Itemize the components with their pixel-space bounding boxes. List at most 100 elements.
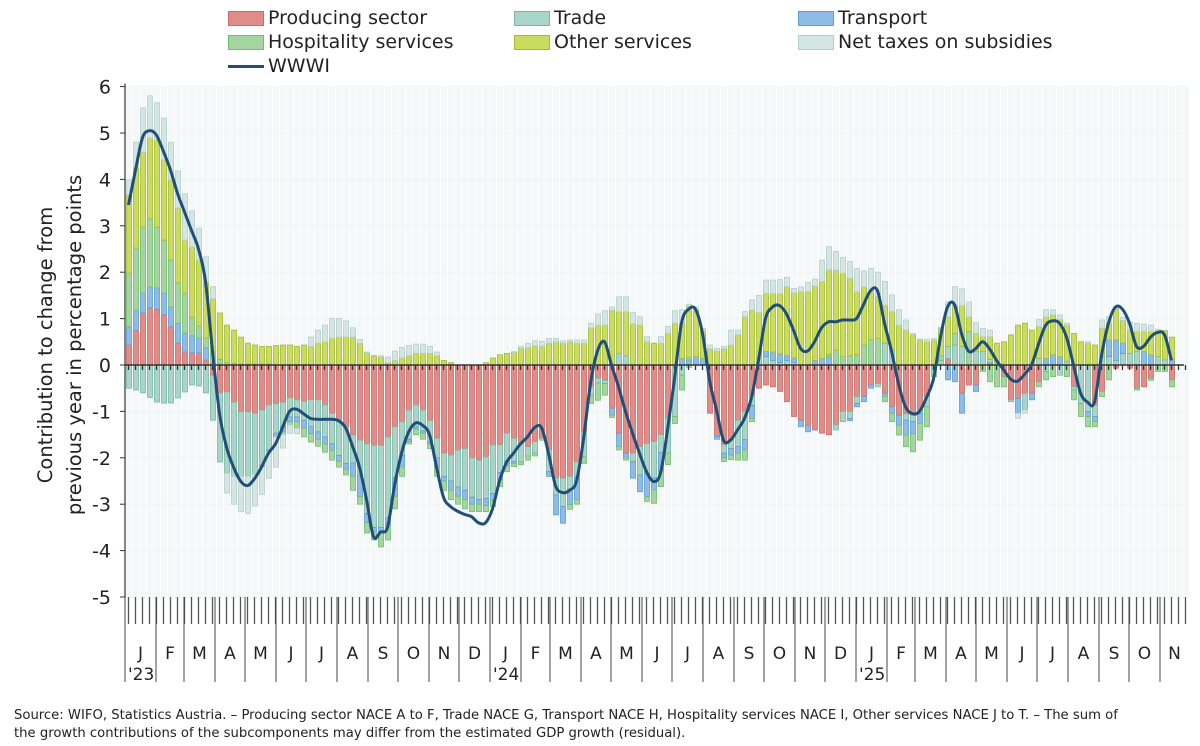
- legend-swatch: [514, 34, 550, 50]
- bar-net-taxes-on-subsidies: [434, 351, 440, 357]
- bar-hospitality-services: [329, 449, 335, 461]
- grid-column: [294, 86, 300, 597]
- bar-producing-sector: [833, 364, 839, 426]
- bar-net-taxes-on-subsidies: [826, 246, 832, 271]
- legend-label: WWWI: [268, 55, 330, 77]
- bar-hospitality-services: [182, 292, 188, 334]
- bar-net-taxes-on-subsidies: [511, 351, 517, 353]
- bar-hospitality-services: [350, 475, 356, 491]
- bar-trade: [336, 421, 342, 456]
- bar-producing-sector: [364, 364, 370, 445]
- bar-hospitality-services: [483, 505, 489, 513]
- bar-net-taxes-on-subsidies: [1141, 323, 1147, 332]
- bar-hospitality-services: [749, 417, 755, 423]
- bar-producing-sector: [273, 364, 279, 404]
- bar-other-services: [616, 311, 622, 354]
- grid-column: [518, 86, 524, 597]
- bar-net-taxes-on-subsidies: [343, 320, 349, 338]
- grid-column: [1092, 86, 1098, 597]
- bar-net-taxes-on-subsidies: [392, 350, 398, 361]
- bar-transport: [182, 332, 188, 353]
- grid-column: [413, 86, 419, 597]
- bar-producing-sector: [560, 364, 566, 479]
- bar-transport: [1085, 410, 1091, 417]
- bar-hospitality-services: [609, 414, 615, 418]
- bar-transport: [294, 416, 300, 423]
- legend-transport[interactable]: Transport: [798, 7, 927, 29]
- bar-other-services: [1092, 344, 1098, 366]
- grid-column: [721, 86, 727, 597]
- bar-transport: [448, 480, 454, 491]
- bar-transport: [168, 306, 174, 328]
- bar-transport: [133, 309, 139, 331]
- bar-net-taxes-on-subsidies: [959, 288, 965, 307]
- bar-producing-sector: [196, 352, 202, 366]
- bar-producing-sector: [245, 364, 251, 413]
- bar-other-services: [966, 316, 972, 332]
- bar-other-services: [903, 329, 909, 366]
- month-label: D: [834, 644, 847, 664]
- bar-producing-sector: [546, 364, 552, 451]
- grid-column: [434, 86, 440, 597]
- grid-column: [420, 86, 426, 597]
- bar-net-taxes-on-subsidies: [413, 343, 419, 354]
- bar-net-taxes-on-subsidies: [427, 346, 433, 354]
- grid-column: [707, 86, 713, 597]
- bar-producing-sector: [798, 364, 804, 422]
- bar-net-taxes-on-subsidies: [798, 286, 804, 293]
- bar-net-taxes-on-subsidies: [364, 351, 370, 354]
- bar-other-services: [182, 239, 188, 294]
- bar-hospitality-services: [161, 239, 167, 294]
- legend-trade[interactable]: Trade: [514, 7, 606, 29]
- bar-other-services: [322, 341, 328, 366]
- legend-wwwi[interactable]: WWWI: [228, 55, 330, 77]
- bar-net-taxes-on-subsidies: [1120, 316, 1126, 321]
- bar-other-services: [231, 329, 237, 365]
- bar-transport: [623, 452, 629, 459]
- bar-transport: [1050, 354, 1056, 366]
- legend-swatch: [228, 10, 264, 26]
- bar-net-taxes-on-subsidies: [777, 279, 783, 294]
- legend-producing[interactable]: Producing sector: [228, 7, 427, 29]
- bar-net-taxes-on-subsidies: [252, 474, 258, 507]
- bar-producing-sector: [189, 352, 195, 366]
- bar-other-services: [189, 246, 195, 318]
- bar-producing-sector: [420, 364, 426, 411]
- bar-producing-sector: [819, 364, 825, 434]
- bar-producing-sector: [658, 364, 664, 435]
- grid-column: [364, 86, 370, 597]
- bar-transport: [917, 412, 923, 424]
- bar-other-services: [413, 352, 419, 366]
- grid-column: [392, 86, 398, 597]
- bar-hospitality-services: [1148, 378, 1154, 381]
- bar-transport: [798, 420, 804, 428]
- bar-net-taxes-on-subsidies: [833, 250, 839, 271]
- bar-other-services: [1022, 322, 1028, 366]
- bar-transport: [679, 358, 685, 366]
- bar-producing-sector: [840, 364, 846, 412]
- month-label: O: [773, 644, 786, 664]
- month-label: J: [137, 644, 143, 664]
- legend-other-services[interactable]: Other services: [514, 31, 692, 53]
- bar-net-taxes-on-subsidies: [805, 282, 811, 293]
- grid-column: [448, 86, 454, 597]
- bar-other-services: [637, 324, 643, 366]
- bar-trade: [854, 396, 860, 404]
- legend-swatch: [798, 34, 834, 50]
- bar-hospitality-services: [126, 272, 132, 328]
- legend-net-taxes[interactable]: Net taxes on subsidies: [798, 31, 1053, 53]
- month-label: M: [253, 644, 268, 664]
- bar-producing-sector: [182, 351, 188, 366]
- bar-hospitality-services: [595, 382, 601, 401]
- month-label: A: [955, 644, 967, 664]
- bar-net-taxes-on-subsidies: [973, 322, 979, 334]
- bar-producing-sector: [259, 364, 265, 411]
- legend-hospitality[interactable]: Hospitality services: [228, 31, 454, 53]
- grid-column: [245, 86, 251, 597]
- bar-net-taxes-on-subsidies: [630, 312, 636, 325]
- bar-other-services: [924, 341, 930, 366]
- bar-hospitality-services: [875, 338, 881, 366]
- bar-trade: [875, 383, 881, 388]
- bar-hospitality-services: [847, 355, 853, 366]
